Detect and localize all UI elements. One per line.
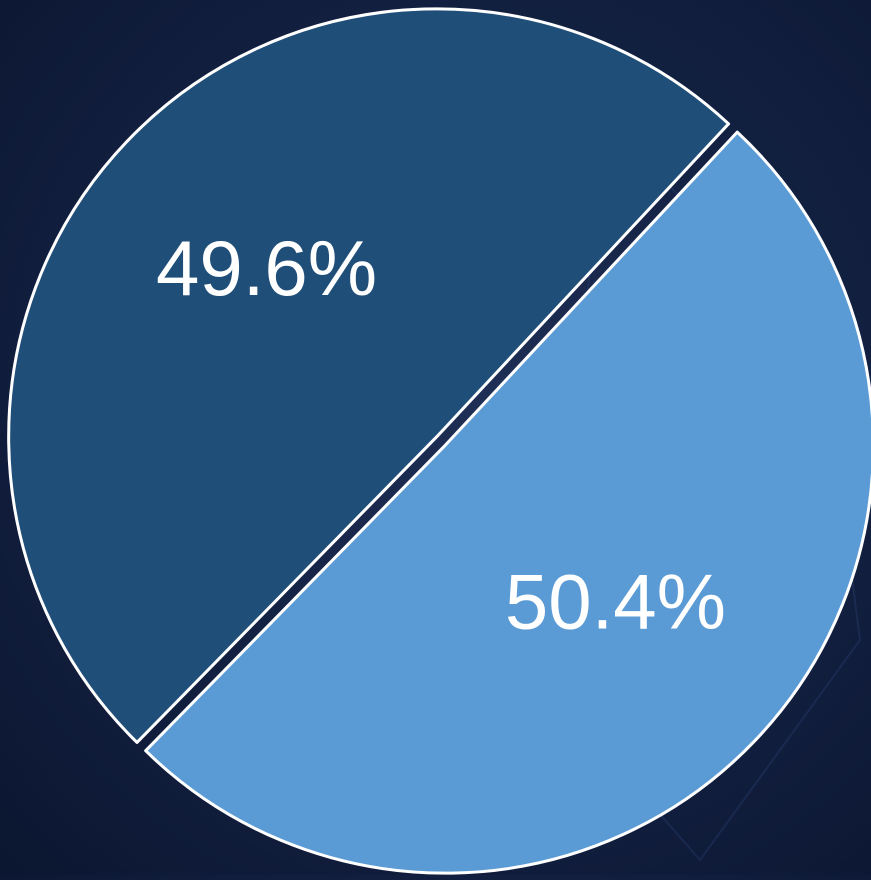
pie-slice-label-1: 50.4% bbox=[505, 557, 726, 645]
pie-slice-1 bbox=[144, 130, 871, 875]
pie-slice-2 bbox=[7, 7, 731, 744]
pie-slice-label-2: 49.6% bbox=[156, 224, 377, 312]
pie-slices bbox=[7, 7, 871, 875]
pie-labels: 50.4% 49.6% bbox=[156, 224, 726, 646]
